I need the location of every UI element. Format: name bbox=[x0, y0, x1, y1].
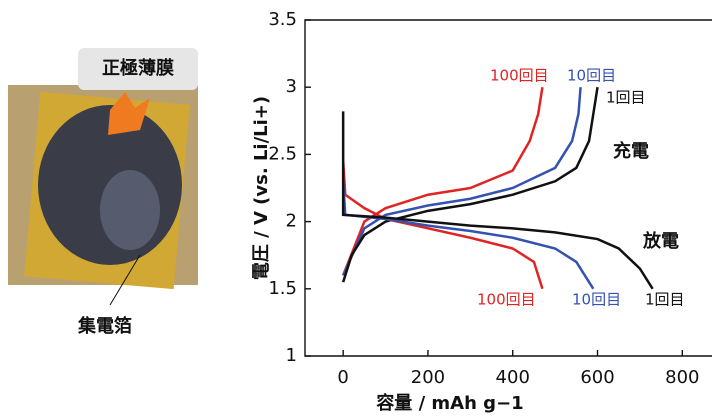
x-tick-label: 600 bbox=[580, 367, 614, 388]
y-tick-label: 3 bbox=[286, 76, 297, 97]
y-tick-label: 1 bbox=[286, 345, 297, 366]
x-tick-label: 0 bbox=[337, 367, 348, 388]
x-axis-label: 容量 / mAh g−1 bbox=[376, 392, 523, 414]
series-label: 10回目 bbox=[572, 291, 621, 309]
curve bbox=[343, 87, 542, 275]
x-tick-label: 200 bbox=[411, 367, 445, 388]
series-label: 100回目 bbox=[477, 291, 536, 309]
reflection bbox=[100, 170, 160, 250]
y-tick-label: 2.5 bbox=[268, 143, 297, 164]
photo: 正極薄膜 集電箔 bbox=[8, 48, 198, 337]
series-label: 10回目 bbox=[567, 67, 616, 85]
x-tick-label: 400 bbox=[496, 367, 530, 388]
y-tick-label: 3.5 bbox=[268, 9, 297, 30]
label: 正極薄膜 bbox=[102, 57, 174, 79]
series-label: 1回目 bbox=[606, 89, 646, 107]
annotation: 充電 bbox=[613, 140, 649, 162]
y-tick-label: 1.5 bbox=[268, 278, 297, 299]
x-tick-label: 800 bbox=[665, 367, 699, 388]
figure: 正極薄膜 集電箔 容量 / mAh g−1 電圧 / V (vs. Li/Li+… bbox=[0, 0, 713, 417]
series-label: 1回目 bbox=[645, 291, 685, 309]
curve bbox=[343, 87, 597, 282]
curve bbox=[343, 181, 593, 289]
curve bbox=[343, 161, 542, 289]
label: 集電箔 bbox=[77, 315, 132, 337]
y-tick-label: 2 bbox=[286, 211, 297, 232]
series-label: 100回目 bbox=[490, 67, 549, 85]
annotation: 放電 bbox=[642, 230, 679, 252]
curve bbox=[343, 111, 652, 288]
y-axis-label: 電圧 / V (vs. Li/Li+) bbox=[251, 96, 272, 280]
